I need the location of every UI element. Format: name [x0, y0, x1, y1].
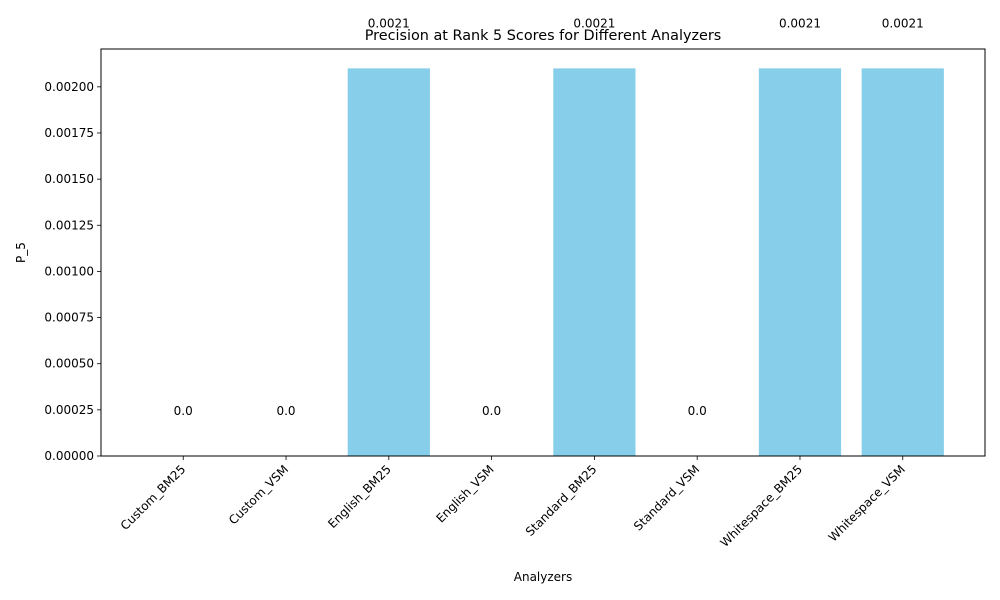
x-tick-label: English_BM25	[325, 462, 394, 531]
bar-standard-bm25	[553, 68, 636, 456]
y-axis-label: P_5	[14, 242, 28, 263]
x-tick-label: Standard_BM25	[523, 462, 600, 539]
data-label-custom-vsm: 0.0	[276, 404, 295, 418]
x-tick-label: Custom_VSM	[226, 462, 291, 527]
y-tick-label: 0.00125	[44, 218, 94, 232]
data-label-standard-vsm: 0.0	[688, 404, 707, 418]
data-label-english-vsm: 0.0	[482, 404, 501, 418]
y-tick-label: 0.00150	[44, 172, 94, 186]
bars-layer	[347, 68, 944, 456]
y-tick-label: 0.00075	[44, 311, 94, 325]
y-tick-label: 0.00000	[44, 449, 94, 463]
x-tick-label: Standard_VSM	[631, 462, 702, 533]
x-tick-label: English_VSM	[433, 462, 496, 525]
y-tick-label: 0.00200	[44, 80, 94, 94]
x-tick-label: Whitespace_BM25	[717, 462, 805, 550]
y-tick-label: 0.00025	[44, 403, 94, 417]
x-axis: Custom_BM25 Custom_VSM English_BM25 English…	[118, 456, 908, 550]
y-axis: 0.00000 0.00025 0.00050 0.00075 0.00100 0.001…	[44, 80, 101, 463]
x-tick-label: Custom_BM25	[118, 462, 189, 533]
data-label-custom-bm25: 0.0	[174, 404, 193, 418]
y-tick-label: 0.00100	[44, 264, 94, 278]
plot-frame	[100, 48, 986, 457]
data-label-whitespace-bm25: 0.0021	[779, 16, 821, 30]
data-label-standard-bm25: 0.0021	[573, 16, 615, 30]
x-axis-label: Analyzers	[514, 570, 572, 584]
bar-english-bm25	[347, 68, 430, 456]
y-tick-label: 0.00050	[44, 357, 94, 371]
data-label-english-bm25: 0.0021	[368, 16, 410, 30]
x-tick-label: Whitespace_VSM	[826, 462, 908, 544]
data-labels-layer: 0.0 0.0 0.0021 0.0 0.0021 0.0 0.0021 0.0021	[174, 16, 924, 418]
bar-whitespace-bm25	[758, 68, 842, 456]
data-label-whitespace-vsm: 0.0021	[882, 16, 924, 30]
chart-title: Precision at Rank 5 Scores for Different…	[365, 28, 722, 44]
y-tick-label: 0.00175	[44, 126, 94, 140]
bar-whitespace-vsm	[861, 68, 944, 456]
